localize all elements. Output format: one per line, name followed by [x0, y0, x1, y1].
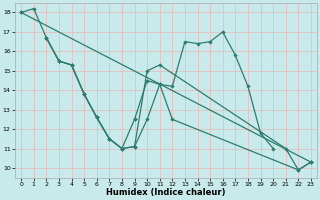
X-axis label: Humidex (Indice chaleur): Humidex (Indice chaleur) [106, 188, 226, 197]
